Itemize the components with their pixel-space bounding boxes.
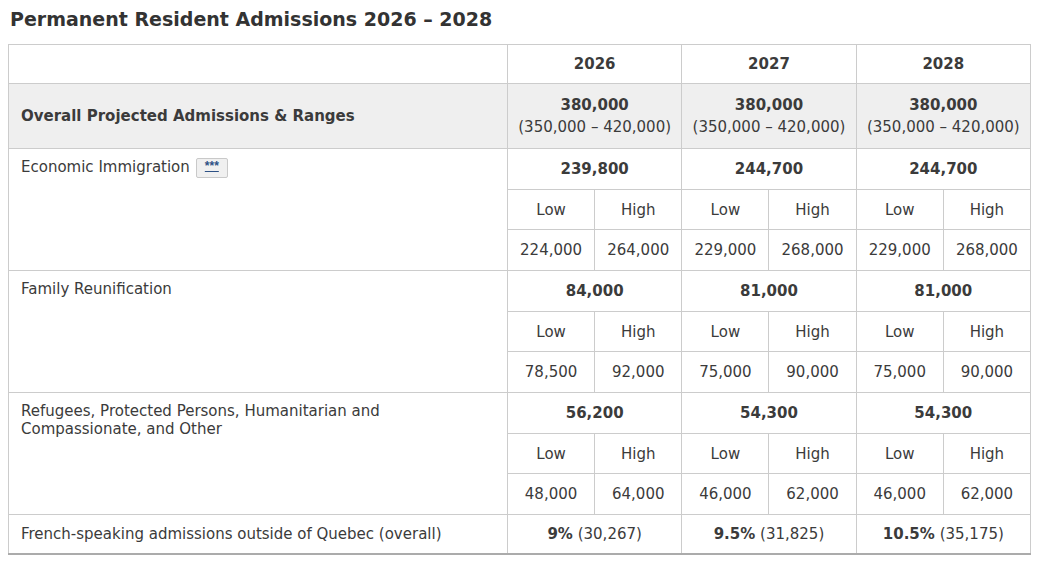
year-header-2027: 2027 [682,45,856,84]
overall-cell-2028: 380,000 (350,000 – 420,000) [856,84,1030,149]
french-percent-2027: 9.5% [714,525,756,543]
low-header: Low [856,190,943,230]
family-low-2028: 75,000 [856,352,943,393]
economic-total-2026: 239,800 [508,149,682,190]
low-header: Low [508,434,595,474]
family-high-2028: 90,000 [943,352,1030,393]
refugees-low-2028: 46,000 [856,474,943,515]
overall-cell-2027: 380,000 (350,000 – 420,000) [682,84,856,149]
low-header: Low [856,312,943,352]
footnote-link[interactable]: *** [196,158,228,178]
overall-total-2028: 380,000 [861,94,1026,116]
french-percent-2028: 10.5% [883,525,935,543]
admissions-table: 2026 2027 2028 Overall Projected Admissi… [8,44,1031,555]
family-total-2026: 84,000 [508,271,682,312]
low-header: Low [682,190,769,230]
economic-low-2026: 224,000 [508,230,595,271]
french-count-2026: (30,267) [578,525,642,543]
overall-total-2026: 380,000 [512,94,677,116]
economic-high-2027: 268,000 [769,230,856,271]
refugees-low-2027: 46,000 [682,474,769,515]
overall-range-2026: (350,000 – 420,000) [512,116,677,138]
overall-total-2027: 380,000 [686,94,851,116]
refugees-row-label: Refugees, Protected Persons, Humanitaria… [9,393,508,515]
high-header: High [769,190,856,230]
refugees-total-2026: 56,200 [508,393,682,434]
family-low-2026: 78,500 [508,352,595,393]
family-high-2027: 90,000 [769,352,856,393]
low-header: Low [856,434,943,474]
french-cell-2028: 10.5% (35,175) [856,515,1030,554]
family-high-2026: 92,000 [595,352,682,393]
family-row-label: Family Reunification [9,271,508,393]
refugees-high-2026: 64,000 [595,474,682,515]
family-low-2027: 75,000 [682,352,769,393]
year-header-2028: 2028 [856,45,1030,84]
french-cell-2026: 9% (30,267) [508,515,682,554]
economic-row-label-cell: Economic Immigration *** [9,149,508,271]
high-header: High [943,312,1030,352]
high-header: High [943,434,1030,474]
french-count-2028: (35,175) [940,525,1004,543]
economic-high-2028: 268,000 [943,230,1030,271]
refugees-total-row: Refugees, Protected Persons, Humanitaria… [9,393,1031,434]
refugees-total-2028: 54,300 [856,393,1030,434]
high-header: High [595,312,682,352]
overall-row: Overall Projected Admissions & Ranges 38… [9,84,1031,149]
page: Permanent Resident Admissions 2026 – 202… [0,0,1059,561]
overall-range-2027: (350,000 – 420,000) [686,116,851,138]
refugees-high-2028: 62,000 [943,474,1030,515]
high-header: High [943,190,1030,230]
overall-range-2028: (350,000 – 420,000) [861,116,1026,138]
french-cell-2027: 9.5% (31,825) [682,515,856,554]
economic-row-label: Economic Immigration [21,158,190,176]
french-percent-2026: 9% [547,525,572,543]
year-header-2026: 2026 [508,45,682,84]
economic-low-2028: 229,000 [856,230,943,271]
high-header: High [769,434,856,474]
page-title: Permanent Resident Admissions 2026 – 202… [10,8,1051,30]
family-total-2027: 81,000 [682,271,856,312]
corner-empty-cell [9,45,508,84]
low-header: Low [682,312,769,352]
year-header-row: 2026 2027 2028 [9,45,1031,84]
refugees-total-2027: 54,300 [682,393,856,434]
overall-row-label: Overall Projected Admissions & Ranges [9,84,508,149]
high-header: High [769,312,856,352]
refugees-high-2027: 62,000 [769,474,856,515]
economic-high-2026: 264,000 [595,230,682,271]
french-count-2027: (31,825) [760,525,824,543]
low-header: Low [682,434,769,474]
low-header: Low [508,312,595,352]
economic-total-2028: 244,700 [856,149,1030,190]
economic-low-2027: 229,000 [682,230,769,271]
low-header: Low [508,190,595,230]
french-row: French-speaking admissions outside of Qu… [9,515,1031,554]
refugees-low-2026: 48,000 [508,474,595,515]
family-total-2028: 81,000 [856,271,1030,312]
high-header: High [595,434,682,474]
economic-total-row: Economic Immigration*** 239,800 244,700 … [9,149,1031,190]
family-total-row: Family Reunification 84,000 81,000 81,00… [9,271,1031,312]
high-header: High [595,190,682,230]
french-row-label: French-speaking admissions outside of Qu… [9,515,508,554]
economic-total-2027: 244,700 [682,149,856,190]
overall-cell-2026: 380,000 (350,000 – 420,000) [508,84,682,149]
